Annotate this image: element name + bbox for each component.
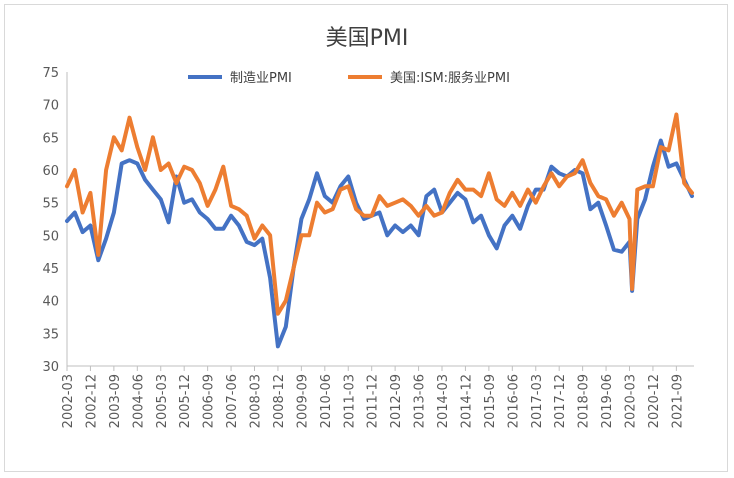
x-tick-label: 2014-03 [436,374,451,428]
y-tick-label: 65 [42,131,59,146]
chart-frame [4,4,728,472]
legend-label-services: 美国:ISM:服务业PMI [390,70,510,86]
chart-title: 美国PMI [326,26,409,51]
y-tick-label: 60 [42,164,59,179]
series-layer [65,112,694,349]
x-tick-label: 2017-03 [530,374,545,428]
x-tick-label: 2020-12 [647,374,662,428]
x-tick-label: 2017-12 [553,374,568,428]
x-tick-label: 2019-06 [600,374,615,428]
series-line-manufacturing-pmi [65,138,694,349]
x-tick-label: 2015-09 [483,374,498,428]
x-tick-label: 2007-06 [225,374,240,428]
x-tick-label: 2011-12 [366,374,381,428]
legend: 制造业PMI 美国:ISM:服务业PMI [188,70,510,86]
x-tick-label: 2002-12 [84,374,99,428]
y-axis: 30 35 40 45 50 55 60 65 70 75 [42,66,68,375]
y-tick-label: 55 [42,197,59,212]
series-line-services-pmi [65,112,694,316]
x-tick-label: 2018-09 [577,374,592,428]
y-tick-label: 35 [42,327,59,342]
x-tick-label: 2002-03 [61,374,76,428]
x-tick-label: 2008-03 [249,374,264,428]
x-tick-label: 2006-09 [202,374,217,428]
x-tick-label: 2003-09 [108,374,123,428]
y-tick-label: 75 [42,66,59,81]
x-tick-label: 2014-12 [459,374,474,428]
x-tick-label: 2020-03 [624,374,639,428]
y-tick-label: 50 [42,229,59,244]
x-axis: 2002-03 2002-12 2003-09 2004-06 2005-03 2005-… [61,365,694,428]
x-tick-label: 2005-03 [155,374,170,428]
x-tick-label: 2010-06 [319,374,334,428]
x-tick-label: 2013-06 [413,374,428,428]
x-tick-label: 2008-12 [272,374,287,428]
x-tick-label: 2016-06 [506,374,521,428]
x-tick-label: 2009-09 [295,374,310,428]
y-tick-label: 45 [42,262,59,277]
x-tick-label: 2021-09 [670,374,685,428]
y-tick-label: 70 [42,99,59,114]
legend-label-manufacturing: 制造业PMI [230,71,292,86]
y-tick-label: 30 [42,360,59,375]
y-tick-label: 40 [42,295,59,310]
x-tick-label: 2005-12 [178,374,193,428]
x-tick-label: 2012-09 [389,374,404,428]
x-tick-label: 2011-03 [342,374,357,428]
x-tick-label: 2004-06 [131,374,146,428]
